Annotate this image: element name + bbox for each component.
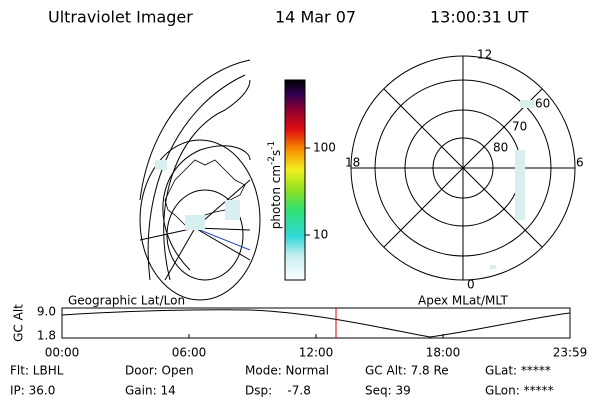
lat-label: 80 [493, 141, 508, 155]
x-tick-label: 06:00 [172, 346, 207, 360]
info-field: GLat: ***** [485, 364, 551, 378]
x-tick-label: 18:00 [426, 346, 461, 360]
colorbar-tick-label: 10 [313, 228, 328, 242]
time: 13:00:31 UT [430, 8, 529, 27]
lat-label: 60 [535, 97, 550, 111]
info-field: IP: 36.0 [10, 384, 55, 398]
y-tick-label: 9.0 [37, 305, 56, 319]
colorbar-tick-label: 100 [313, 141, 336, 155]
y-tick-label: 1.8 [37, 329, 56, 343]
info-field: Door: Open [125, 364, 194, 378]
altitude-frame [61, 307, 571, 339]
mlt-label: 0 [467, 278, 475, 292]
date: 14 Mar 07 [275, 8, 356, 27]
info-field: Dsp: -7.8 [245, 384, 311, 398]
colorbar [284, 79, 306, 281]
info-field: Mode: Normal [245, 364, 329, 378]
geographic-map [139, 59, 261, 301]
colorbar-label: photon cm-2s-1 [267, 141, 283, 230]
x-tick-label: 23:59 [553, 346, 588, 360]
x-tick-label: 12:00 [299, 346, 334, 360]
altitude-curve [61, 309, 571, 338]
title: Ultraviolet Imager [48, 8, 193, 27]
info-field: Flt: LBHL [10, 364, 64, 378]
colorbar-ticks [305, 147, 310, 236]
info-field: GC Alt: 7.8 Re [365, 364, 449, 378]
info-field: GLon: ***** [485, 384, 554, 398]
map-emission [155, 160, 240, 230]
x-tick-label: 00:00 [45, 346, 80, 360]
polar-emission [490, 100, 534, 269]
plot-label: Geographic Lat/Lon [68, 294, 185, 308]
plot-label: Apex MLat/MLT [418, 294, 508, 308]
info-field: Gain: 14 [125, 384, 176, 398]
mlt-label: 6 [576, 156, 584, 170]
lat-label: 70 [512, 120, 527, 134]
info-field: Seq: 39 [365, 384, 411, 398]
mlt-label: 12 [477, 48, 492, 62]
y-axis-label: GC Alt [12, 304, 26, 342]
polar-grid [350, 55, 576, 281]
mlt-label: 18 [345, 156, 360, 170]
